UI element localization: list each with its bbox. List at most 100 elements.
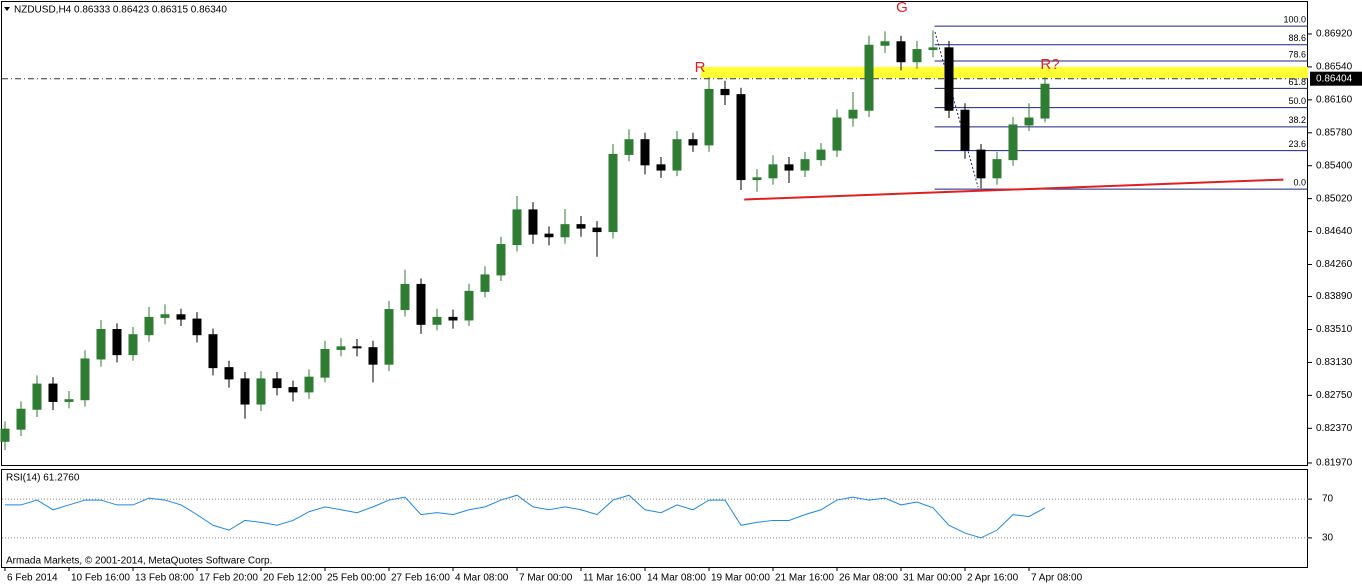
- rsi-label: RSI(14) 61.2760: [6, 473, 80, 484]
- price-label: 0.86404: [1316, 73, 1353, 84]
- candle-body: [272, 378, 282, 389]
- candle-body: [160, 314, 170, 318]
- candle-body: [960, 109, 970, 151]
- y-tick-label: 0.82750: [1316, 390, 1353, 401]
- x-tick-label: 7 Mar 00:00: [519, 573, 573, 584]
- candle-body: [432, 316, 442, 325]
- main-pane-frame: [1, 1, 1308, 466]
- x-tick-label: 11 Mar 16:00: [583, 573, 642, 584]
- candle-body: [832, 117, 842, 151]
- x-tick-label: 21 Mar 16:00: [775, 573, 834, 584]
- candle-body: [336, 346, 346, 350]
- candle-body: [416, 283, 426, 325]
- candle-body: [640, 139, 650, 166]
- annotation: R?: [1040, 56, 1059, 73]
- candle-body: [688, 139, 698, 146]
- rsi-tick-label: 70: [1322, 494, 1334, 505]
- candle-body: [592, 227, 602, 233]
- menu-arrow: [4, 7, 10, 11]
- candle-body: [1024, 117, 1034, 126]
- y-tick-label: 0.84260: [1316, 259, 1353, 270]
- candle-body: [656, 164, 666, 171]
- fib-label: 50.0: [1288, 96, 1306, 106]
- x-tick-label: 14 Mar 08:00: [647, 573, 706, 584]
- candle-body: [544, 233, 554, 238]
- candle-body: [208, 334, 218, 369]
- y-tick-label: 0.85400: [1316, 160, 1353, 171]
- candle-body: [144, 316, 154, 336]
- fib-label: 61.8: [1288, 77, 1306, 87]
- candle-body: [240, 378, 250, 405]
- candle-body: [560, 224, 570, 238]
- price-label-box: [1310, 71, 1362, 86]
- y-tick-label: 0.81970: [1316, 458, 1353, 469]
- fib-diagonal: [934, 31, 979, 188]
- candle-body: [512, 209, 522, 246]
- candle-body: [848, 109, 858, 119]
- x-tick-label: 26 Mar 08:00: [839, 573, 898, 584]
- candle-body: [672, 139, 682, 171]
- candle-body: [48, 383, 58, 402]
- resistance-zone: [701, 66, 1308, 79]
- candle-body: [112, 329, 122, 356]
- candle-body: [368, 347, 378, 365]
- candle-body: [528, 209, 538, 235]
- candle-body: [464, 290, 474, 321]
- candle-body: [864, 44, 874, 111]
- y-tick-label: 0.83130: [1316, 357, 1353, 368]
- candle-body: [928, 47, 938, 51]
- candle-body: [16, 408, 26, 430]
- x-tick-label: 4 Mar 08:00: [455, 573, 509, 584]
- candle-body: [176, 314, 186, 320]
- candle-body: [80, 358, 90, 401]
- candle-body: [288, 387, 298, 393]
- x-tick-label: 27 Feb 16:00: [391, 573, 450, 584]
- fib-label: 0.0: [1293, 177, 1306, 187]
- candle-body: [192, 318, 202, 336]
- fib-label: 78.6: [1288, 49, 1306, 59]
- candle-body: [1008, 124, 1018, 161]
- x-tick-label: 19 Mar 00:00: [711, 573, 770, 584]
- candle-body: [976, 149, 986, 179]
- rsi-line: [5, 494, 1046, 539]
- candle-body: [352, 346, 362, 349]
- candle-body: [736, 94, 746, 181]
- chart-title: NZDUSD,H4 0.86333 0.86423 0.86315 0.8634…: [14, 5, 227, 16]
- candle-body: [800, 159, 810, 171]
- candle-body: [400, 283, 410, 311]
- candle-body: [704, 88, 714, 146]
- fib-label: 88.6: [1288, 33, 1306, 43]
- candle-body: [608, 153, 618, 233]
- candle-body: [64, 399, 74, 402]
- candle-body: [768, 164, 778, 179]
- x-tick-label: 13 Feb 08:00: [135, 573, 194, 584]
- rsi-tick-label: 30: [1322, 533, 1334, 544]
- y-tick-label: 0.86160: [1316, 94, 1353, 105]
- candle-body: [304, 376, 314, 393]
- annotation: G: [896, 0, 908, 16]
- candle-body: [32, 383, 42, 410]
- candle-body: [384, 309, 394, 365]
- candle-body: [0, 428, 10, 442]
- candle-body: [256, 378, 266, 405]
- candle-body: [576, 224, 586, 229]
- y-tick-label: 0.82370: [1316, 423, 1353, 434]
- footer: Armada Markets, © 2001-2014, MetaQuotes …: [6, 556, 272, 567]
- candle-body: [496, 244, 506, 276]
- x-tick-label: 7 Apr 08:00: [1031, 573, 1083, 584]
- candle-body: [128, 334, 138, 356]
- candle-body: [912, 49, 922, 63]
- y-tick-label: 0.84640: [1316, 226, 1353, 237]
- candle-body: [896, 41, 906, 63]
- candle-body: [624, 139, 634, 155]
- candle-body: [992, 159, 1002, 179]
- x-tick-label: 20 Feb 12:00: [263, 573, 322, 584]
- candle-body: [816, 149, 826, 161]
- candle-body: [944, 47, 954, 111]
- y-tick-label: 0.83510: [1316, 324, 1353, 335]
- candle-body: [720, 88, 730, 96]
- rsi-pane-frame: [1, 469, 1308, 568]
- candle-body: [96, 329, 106, 360]
- candle-body: [752, 177, 762, 181]
